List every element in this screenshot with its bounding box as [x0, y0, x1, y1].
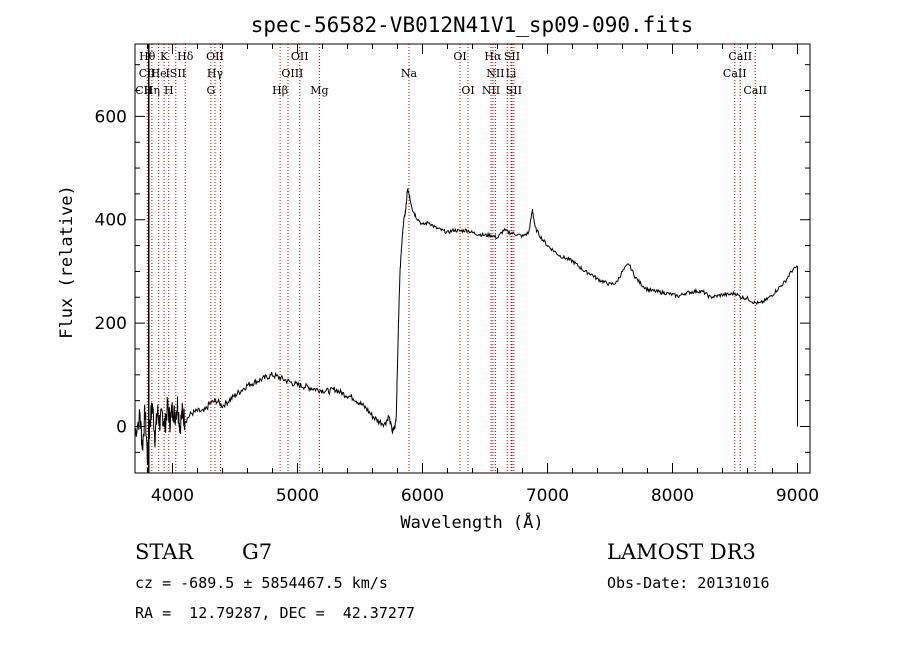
plot-frame — [134, 43, 811, 474]
x-tick-label: 5000 — [276, 486, 319, 506]
y-tick-label: 0 — [116, 417, 127, 437]
spectral-line-label: CaII — [728, 50, 752, 63]
spectral-line-label: OI — [461, 84, 474, 97]
x-axis-label: Wavelength (Å) — [400, 511, 543, 533]
y-tick-label: 400 — [95, 211, 127, 231]
spectrum-line — [134, 187, 798, 466]
spectral-line-label: Hα — [484, 50, 502, 63]
x-tick-label: 7000 — [526, 486, 569, 506]
spectral-line-label: Li — [506, 67, 517, 80]
obs-date: Obs-Date: 20131016 — [607, 574, 770, 592]
spectral-line-label: SII — [504, 50, 520, 63]
spectral-line-label: Mg — [310, 84, 328, 97]
spectral-line-label: CaII — [743, 84, 767, 97]
spectral-line-label: NII — [482, 84, 500, 97]
spectral-line-label: Hβ — [272, 84, 288, 97]
spectral-lines — [146, 44, 756, 473]
x-tick-label: 4000 — [151, 486, 194, 506]
spectral-line-label: He — [151, 67, 167, 80]
spectral-line-label: K — [160, 50, 169, 63]
spectral-line-label: NII — [486, 67, 504, 80]
spectral-line-label: Hγ — [207, 67, 224, 80]
x-tick-label: 8000 — [651, 486, 694, 506]
y-tick-label: 200 — [95, 314, 127, 334]
object-class: STAR — [135, 540, 194, 564]
spectrum-series — [134, 187, 798, 466]
y-tick-label: 600 — [95, 107, 127, 127]
spectral-line-label: OII — [291, 50, 309, 63]
spectral-line-label: OIII — [281, 67, 303, 80]
chart-title: spec-56582-VB012N41V1_sp09-090.fits — [251, 13, 694, 37]
object-subclass: G7 — [242, 540, 273, 564]
spectral-line-label: Hδ — [177, 50, 194, 63]
spectral-line-label: OII — [206, 50, 224, 63]
coordinates-readout: RA = 12.79287, DEC = 42.37277 — [135, 604, 415, 622]
spectral-line-label: Hη — [144, 84, 160, 97]
spectral-line-label: H — [164, 84, 174, 97]
x-tick-label: 9000 — [776, 486, 819, 506]
y-axis-label: Flux (relative) — [57, 185, 77, 339]
axis-ticks: 4000 5000 6000 7000 8000 9000 0 200 400 600 — [95, 44, 819, 506]
spectral-line-label: G — [206, 84, 215, 97]
velocity-readout: cz = -689.5 ± 5854467.5 km/s — [135, 574, 388, 592]
spectral-line-label: SII — [506, 84, 522, 97]
spectral-line-label: OI — [453, 50, 466, 63]
spectral-line-label: Hθ — [139, 50, 156, 63]
spectral-line-label: CII — [135, 84, 152, 97]
spectral-line-label: Na — [401, 67, 418, 80]
spectral-line-label: ISII — [165, 67, 186, 80]
spectral-line-label: CaII — [723, 67, 747, 80]
x-tick-label: 6000 — [401, 486, 444, 506]
spectral-line-label: CII — [139, 67, 156, 80]
survey-name: LAMOST DR3 — [607, 540, 756, 564]
